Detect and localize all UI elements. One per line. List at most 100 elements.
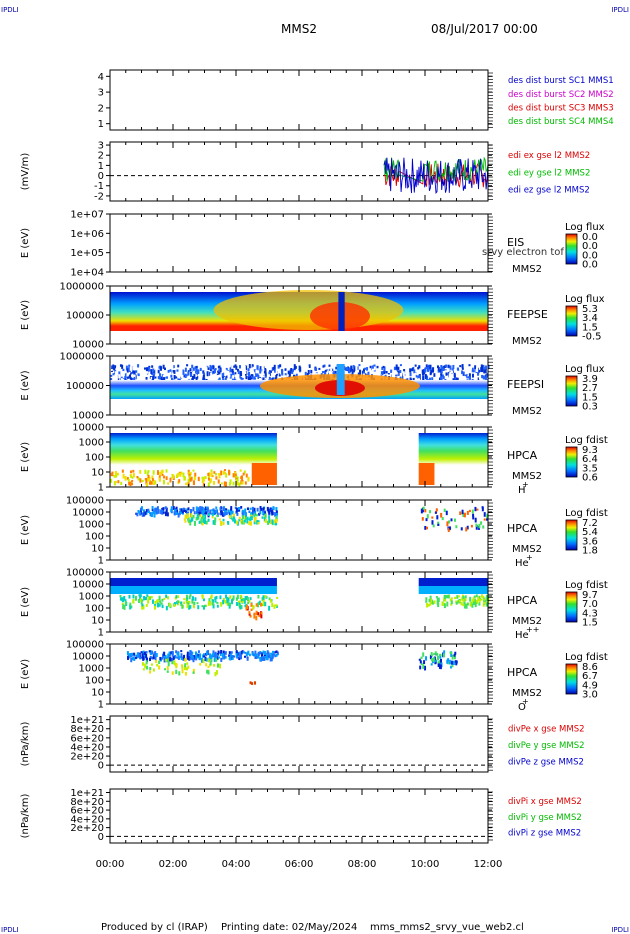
heatmap-cell [224, 651, 227, 655]
heatmap-cell [186, 364, 189, 367]
heatmap-cell [439, 654, 442, 659]
heatmap-cell [208, 598, 211, 603]
heatmap-cell [421, 369, 424, 374]
heatmap-cell [231, 368, 234, 373]
heatmap-cell [465, 527, 468, 532]
heatmap-cell [263, 656, 266, 661]
heatmap-cell [423, 660, 426, 664]
heatmap-cell [464, 603, 467, 609]
heatmap-cell [147, 474, 150, 479]
heatmap-cell [290, 368, 293, 373]
colorbar-title: Log flux [565, 364, 605, 375]
heatmap-cell [218, 474, 221, 479]
heatmap-cell [449, 365, 452, 370]
heatmap-cell [447, 364, 450, 368]
heatmap-cell [130, 657, 133, 663]
heatmap-cell [192, 372, 195, 375]
y-tick-label: 0 [98, 171, 104, 182]
heatmap-cell [186, 603, 189, 609]
heatmap-cell [443, 596, 446, 600]
heatmap-cell [454, 651, 457, 655]
heatmap-cell [436, 600, 439, 605]
heatmap-cell [142, 650, 145, 654]
heatmap-cell [424, 509, 427, 513]
heatmap-cell [223, 512, 226, 516]
heatmap-cell [305, 365, 308, 370]
heatmap-cell [475, 594, 478, 598]
heatmap-cell [121, 602, 124, 606]
colorbar-tick-label: 3.9 [582, 374, 598, 385]
heatmap-cell [174, 509, 177, 512]
heatmap-cell [469, 602, 472, 607]
heatmap-cell [247, 368, 250, 372]
heatmap-cell [169, 477, 172, 483]
heatmap-cell [431, 657, 434, 662]
heatmap-cell [113, 474, 116, 478]
heatmap-cell [205, 663, 208, 667]
heatmap-cell [361, 370, 364, 375]
heatmap-cell [209, 364, 212, 368]
heatmap-cell [475, 367, 478, 373]
heatmap-cell [260, 602, 263, 607]
heatmap-cell [282, 368, 285, 371]
heatmap-cell [180, 657, 183, 660]
heatmap-cell [158, 604, 161, 607]
heatmap-cell [160, 377, 163, 382]
heatmap-cell [144, 370, 147, 376]
heatmap-cell [216, 514, 219, 518]
heatmap-cell [222, 650, 225, 654]
heatmap-cell [202, 511, 205, 516]
heatmap-cell [247, 476, 250, 482]
heatmap-cell [213, 471, 216, 474]
colorbar-tick-label: 4.9 [582, 680, 598, 691]
heatmap-cell [240, 506, 243, 509]
heatmap-cell [450, 651, 453, 655]
heatmap-block [110, 586, 277, 594]
heatmap-cell [303, 365, 306, 369]
heatmap-cell [154, 655, 157, 661]
heatmap-cell [192, 657, 195, 663]
corner-label-tl: IPDLI [1, 6, 19, 14]
heatmap-cell [446, 601, 449, 607]
heatmap-cell [250, 608, 253, 611]
heatmap-cell [256, 602, 259, 608]
heatmap-cell [153, 652, 156, 657]
heatmap-cell [144, 596, 147, 601]
heatmap-cell [172, 506, 175, 510]
heatmap-cell [210, 594, 213, 599]
heatmap-cell [203, 653, 206, 656]
heatmap-cell [478, 595, 481, 600]
colorbar-tick-label: 6.7 [582, 671, 598, 682]
heatmap-cell [369, 365, 372, 371]
heatmap-cell [477, 370, 480, 375]
heatmap-cell [293, 368, 296, 371]
heatmap-cell [236, 594, 239, 600]
species-superscript: + [522, 480, 529, 489]
date-title: 08/Jul/2017 00:00 [431, 22, 538, 36]
heatmap-cell [124, 601, 127, 606]
heatmap-cell [270, 655, 273, 660]
heatmap-cell [151, 652, 154, 655]
heatmap-cell [443, 653, 446, 658]
heatmap-cell [419, 365, 422, 368]
heatmap-cell [185, 482, 188, 485]
heatmap-cell [211, 513, 214, 517]
heatmap-cell [411, 367, 414, 371]
heatmap-cell [112, 373, 115, 376]
heatmap-cell [193, 521, 196, 526]
colorbar-tick-label: 3.0 [582, 690, 598, 701]
heatmap-cell [417, 367, 420, 370]
heatmap-cell [193, 601, 196, 606]
y-tick-label: 1 [98, 483, 104, 494]
heatmap-cell [262, 509, 265, 513]
panel-frame [109, 788, 489, 844]
y-axis-label: E (eV) [20, 300, 31, 330]
heatmap-cell [143, 595, 146, 601]
heatmap-cell [136, 476, 139, 479]
heatmap-cell [217, 656, 220, 659]
heatmap-cell [447, 369, 450, 372]
heatmap-cell [245, 652, 248, 657]
colorbar-tick-label: 3.6 [582, 536, 598, 547]
heatmap-cell [134, 656, 137, 660]
